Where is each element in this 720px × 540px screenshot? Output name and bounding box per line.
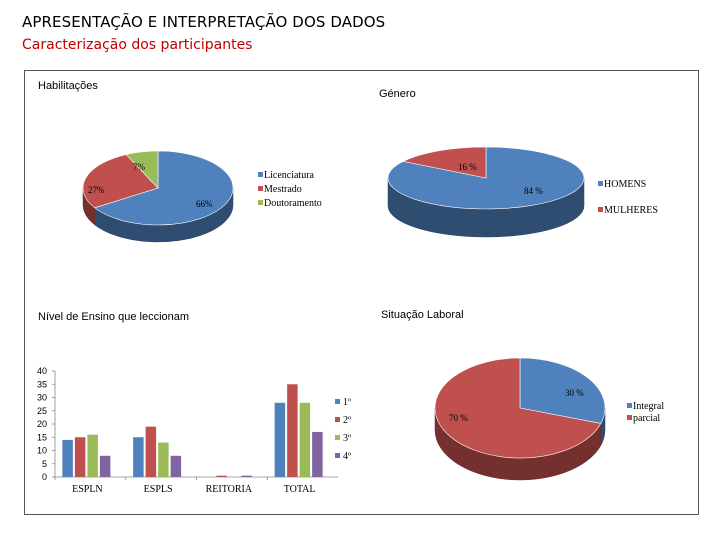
situacao-laboral-legend-label-integral: Integral [633, 401, 664, 412]
chart-title-situacao-laboral: Situação Laboral [381, 309, 464, 321]
nivel-ensino-legend-label-s2: 2º [343, 415, 351, 426]
habilitacoes-legend-swatch-doutoramento [258, 200, 263, 205]
nivel-ensino-bar-espln-s4 [99, 455, 111, 477]
genero-legend-swatch-homens [598, 181, 603, 186]
nivel-ensino-y-tick-label: 35 [37, 379, 47, 389]
nivel-ensino-legend-swatch-s3 [335, 435, 340, 440]
habilitacoes-data-label-doutoramento: 7% [133, 162, 146, 172]
habilitacoes-legend-label-doutoramento: Doutoramento [264, 198, 322, 209]
nivel-ensino-y-tick-label: 0 [42, 472, 47, 482]
nivel-ensino-bar-reitoria-s2 [216, 475, 227, 477]
situacao-laboral-data-label-parcial: 70 % [449, 413, 468, 423]
habilitacoes-slice-mestrado [82, 154, 159, 209]
genero-legend-label-homens: HOMENS [604, 179, 646, 190]
nivel-ensino-x-tick-label: TOTAL [284, 484, 316, 495]
chart-title-habilitacoes: Habilitações [38, 80, 98, 92]
situacao-laboral-legend-swatch-integral [627, 403, 632, 408]
nivel-ensino-y-tick-label: 5 [42, 459, 47, 469]
situacao-laboral-data-label-integral: 30 % [565, 388, 584, 398]
nivel-ensino-bar-reitoria-s4 [241, 475, 252, 477]
genero-legend-label-mulheres: MULHERES [604, 205, 658, 216]
nivel-ensino-bar-espln-s3 [87, 434, 98, 477]
nivel-ensino-bar-espln-s1 [62, 439, 73, 477]
nivel-ensino-bar-total-s2 [287, 384, 298, 477]
nivel-ensino-legend-swatch-s1 [335, 399, 340, 404]
genero-slice-mulheres [402, 146, 487, 179]
habilitacoes-legend-label-mestrado: Mestrado [264, 184, 302, 195]
page-subtitle: Caracterização dos participantes [22, 37, 253, 53]
nivel-ensino-bar-espls-s4 [170, 455, 182, 477]
charts-frame [24, 70, 699, 515]
chart-title-genero: Género [379, 88, 416, 100]
nivel-ensino-legend-swatch-s4 [335, 453, 340, 458]
nivel-ensino-legend-swatch-s2 [335, 417, 340, 422]
nivel-ensino-y-tick-label: 25 [37, 406, 47, 416]
page-title: APRESENTAÇÃO E INTERPRETAÇÃO DOS DADOS [22, 13, 386, 31]
nivel-ensino-y-tick-label: 15 [37, 432, 47, 442]
nivel-ensino-y-tick-label: 20 [37, 419, 47, 429]
nivel-ensino-bar-espln-s2 [74, 437, 86, 477]
nivel-ensino-bar-total-s3 [299, 402, 311, 477]
habilitacoes-legend-swatch-mestrado [258, 186, 263, 191]
habilitacoes-data-label-licenciatura: 66% [196, 199, 213, 209]
situacao-laboral-legend-label-parcial: parcial [633, 413, 660, 424]
nivel-ensino-x-tick-label: REITORIA [206, 484, 253, 495]
nivel-ensino-bar-espls-s3 [158, 442, 169, 477]
situacao-laboral-legend-swatch-parcial [627, 415, 632, 420]
nivel-ensino-x-tick-label: ESPLS [144, 484, 173, 495]
nivel-ensino-bar-total-s4 [312, 431, 323, 477]
nivel-ensino-legend-label-s1: 1º [343, 397, 351, 408]
nivel-ensino-bar-espls-s1 [133, 437, 144, 477]
nivel-ensino-bar-espls-s2 [145, 426, 157, 477]
genero-data-label-mulheres: 16 % [458, 162, 477, 172]
chart-title-nivel-ensino: Nível de Ensino que leccionam [38, 311, 190, 323]
genero-legend-swatch-mulheres [598, 207, 603, 212]
habilitacoes-slice-licenciatura [94, 150, 234, 226]
habilitacoes-legend-swatch-licenciatura [258, 172, 263, 177]
nivel-ensino-y-tick-label: 40 [37, 366, 47, 376]
nivel-ensino-bar-total-s1 [274, 402, 286, 477]
habilitacoes-data-label-mestrado: 27% [88, 185, 105, 195]
nivel-ensino-y-tick-label: 30 [37, 393, 47, 403]
nivel-ensino-legend-label-s3: 3º [343, 433, 351, 444]
nivel-ensino-x-tick-label: ESPLN [72, 484, 103, 495]
habilitacoes-legend-label-licenciatura: Licenciatura [264, 170, 315, 181]
situacao-laboral-slice-integral [519, 357, 606, 424]
situacao-laboral-slice-parcial [434, 357, 602, 459]
habilitacoes-slice-doutoramento [125, 150, 159, 189]
genero-data-label-homens: 84 % [524, 186, 543, 196]
genero-slice-homens [387, 146, 585, 210]
nivel-ensino-legend-label-s4: 4º [343, 451, 351, 462]
nivel-ensino-y-tick-label: 10 [37, 446, 47, 456]
